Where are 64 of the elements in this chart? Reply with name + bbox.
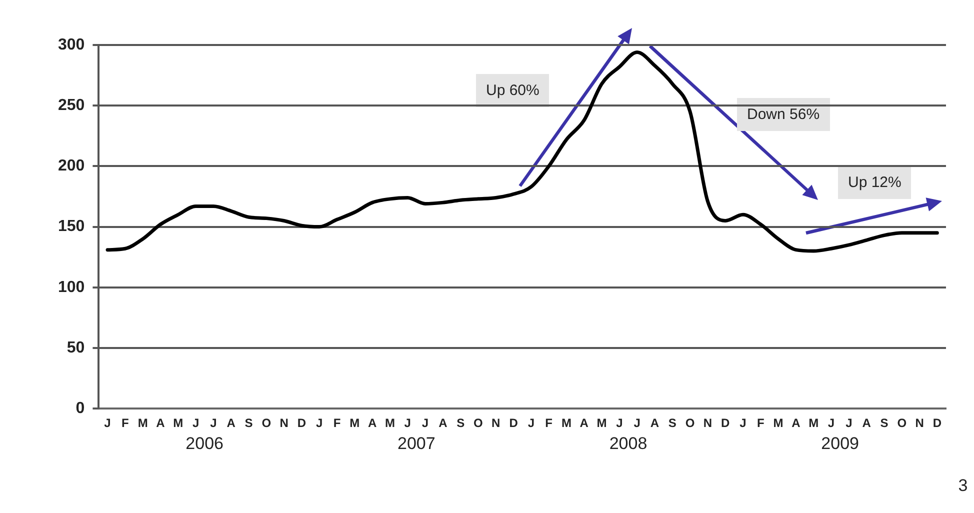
x-tick-label: J [616, 416, 623, 430]
x-tick-label: S [244, 416, 253, 430]
x-tick-label: J [104, 416, 111, 430]
x-tick-label: A [650, 416, 660, 430]
y-tick-label: 200 [58, 158, 85, 175]
x-tick-label: S [456, 416, 465, 430]
x-tick-label: M [561, 416, 572, 430]
x-tick-label: J [528, 416, 535, 430]
x-tick-label: N [915, 416, 924, 430]
x-tick-label: D [297, 416, 306, 430]
x-tick-label: F [545, 416, 552, 430]
x-tick-label: S [880, 416, 888, 430]
x-tick-label: A [792, 416, 801, 430]
x-tick-label: J [634, 416, 640, 430]
x-tick-label: N [492, 416, 500, 430]
text: 2007 [398, 434, 436, 454]
x-tick-label: M [173, 416, 184, 430]
x-tick-label: D [932, 416, 942, 430]
x-tick-label: A [156, 416, 166, 430]
x-tick-label: O [262, 416, 272, 430]
x-tick-label: J [404, 416, 411, 430]
y-tick-label: 150 [58, 218, 85, 236]
annotation: Down 56% [737, 98, 830, 131]
y-tick-label: 300 [58, 36, 85, 54]
y-tick-label: 100 [58, 278, 85, 296]
x-tick-label: A [580, 416, 589, 430]
x-tick-label: J [828, 416, 835, 430]
x-tick-label: F [122, 416, 129, 430]
x-tick-label: F [333, 416, 341, 430]
x-tick-label: J [740, 416, 746, 430]
x-tick-label: A [438, 416, 448, 430]
x-tick-label: A [368, 416, 377, 430]
text: 2009 [821, 434, 859, 454]
x-tick-label: J [422, 416, 429, 430]
x-tick-label: F [756, 416, 764, 430]
x-tick-label: O [685, 416, 695, 430]
line-series [106, 50, 939, 253]
x-tick-label: J [192, 416, 200, 430]
x-tick-label: M [596, 416, 607, 430]
text: 3 [958, 476, 968, 496]
annotation: Up 12% [838, 166, 912, 199]
x-tick-label: M [138, 416, 148, 430]
x-tick-label: N [280, 416, 288, 430]
x-tick-label: J [846, 416, 852, 430]
x-tick-label: M [384, 416, 395, 430]
x-tick-label: A [862, 416, 872, 430]
x-tick-label: A [226, 416, 236, 430]
x-tick-label: J [210, 416, 217, 430]
x-tick-label: J [316, 416, 323, 430]
y-tick-label: 250 [58, 97, 85, 114]
text: 2006 [186, 434, 224, 454]
x-tick-label: O [474, 416, 483, 430]
x-tick-label: O [897, 416, 907, 430]
x-tick-label: M [350, 416, 360, 430]
text: 2008 [609, 434, 648, 454]
x-tick-label: D [509, 416, 518, 430]
y-tick-label: 0 [76, 400, 85, 418]
x-tick-label: D [721, 416, 730, 430]
x-tick-label: M [808, 416, 819, 430]
x-tick-label: S [668, 416, 676, 430]
annotation: Up 60% [476, 74, 550, 107]
y-tick-label: 50 [66, 339, 85, 356]
x-tick-label: M [773, 416, 784, 430]
x-tick-label: N [703, 416, 712, 430]
